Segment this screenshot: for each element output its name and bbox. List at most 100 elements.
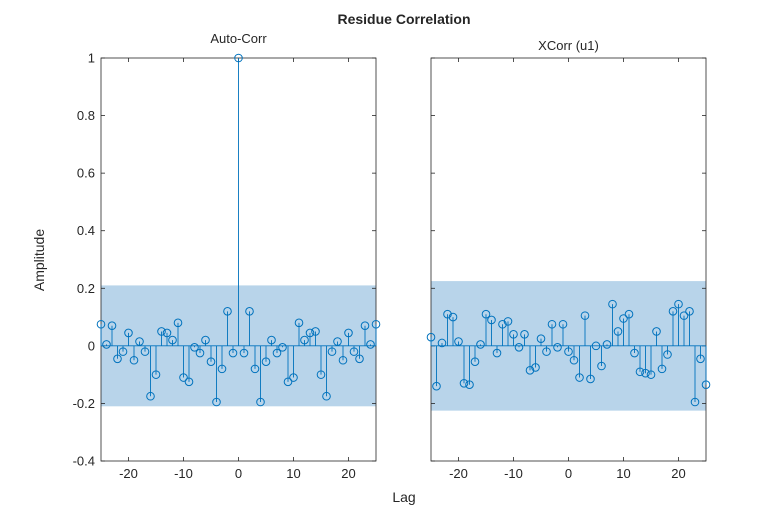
stem-marker	[437, 338, 447, 348]
x-tick-label: -20	[119, 466, 138, 481]
stem-marker	[223, 307, 232, 316]
stem-marker	[289, 373, 298, 382]
y-tick-label: -0.2	[73, 396, 95, 411]
stem-marker	[448, 312, 458, 322]
stem-marker	[525, 366, 535, 375]
stem-marker	[184, 377, 194, 387]
stem-marker	[685, 307, 694, 316]
stem-marker	[256, 397, 265, 407]
stem-marker	[536, 334, 546, 343]
stem-marker	[146, 391, 155, 401]
y-axis-label: Amplitude	[31, 229, 47, 291]
stem-marker	[646, 370, 656, 379]
stem-marker	[338, 355, 348, 365]
stem-marker	[157, 327, 166, 336]
stem-marker	[476, 340, 485, 349]
stem-marker	[663, 350, 672, 359]
stem-marker	[151, 370, 161, 379]
stem-marker	[481, 309, 491, 319]
stem-marker	[239, 348, 249, 358]
stem-marker	[641, 368, 650, 378]
x-tick-label: 0	[565, 466, 572, 481]
x-tick-label: 10	[616, 466, 630, 481]
stem-marker	[432, 381, 441, 391]
stem-marker	[305, 328, 315, 338]
stem-marker	[162, 328, 172, 338]
stem-marker	[426, 332, 436, 342]
stem-marker	[498, 319, 507, 329]
stem-marker	[322, 391, 331, 401]
stem-marker	[201, 335, 210, 345]
x-axis-label: Lag	[392, 489, 415, 505]
stem-marker	[657, 364, 667, 374]
stem-marker	[547, 319, 557, 329]
stem-marker	[635, 367, 645, 377]
y-tick-label: 0	[88, 338, 95, 353]
stem-marker	[597, 361, 606, 371]
stem-marker	[195, 348, 205, 358]
stem-marker	[553, 342, 562, 352]
stem-marker	[228, 348, 238, 358]
x-tick-label: -10	[174, 466, 193, 481]
x-tick-label: 0	[235, 466, 242, 481]
stem-marker	[349, 347, 359, 356]
stem-marker	[619, 314, 628, 323]
stem-marker	[487, 315, 496, 325]
stem-marker	[652, 327, 661, 336]
stem-marker	[575, 373, 584, 382]
stem-marker	[327, 347, 337, 356]
stem-marker	[520, 330, 529, 339]
stem-marker	[250, 364, 260, 374]
stem-marker	[580, 311, 590, 320]
stem-marker	[531, 363, 540, 372]
stem-marker	[113, 354, 122, 364]
y-tick-label: 0.4	[77, 223, 95, 238]
stem-marker	[283, 377, 293, 387]
stem-marker	[465, 380, 474, 390]
stem-marker	[212, 397, 221, 407]
stem-marker	[503, 317, 513, 326]
stem-marker	[674, 299, 683, 309]
figure-title: Residue Correlation	[337, 11, 470, 27]
stem-marker	[371, 319, 381, 329]
stem-marker	[564, 347, 573, 356]
stem-marker	[630, 348, 639, 358]
stem-marker	[602, 340, 612, 349]
x-tick-label: 20	[341, 466, 355, 481]
stem-marker	[102, 340, 111, 349]
y-tick-label: 0.6	[77, 166, 95, 181]
stem-marker	[316, 370, 326, 379]
x-tick-label: 20	[671, 466, 685, 481]
x-tick-label: -20	[449, 466, 468, 481]
subplots: Auto-Corr-20 -10 0 10 20-0.4-0.200.20.40.60.…	[73, 31, 711, 481]
stem-marker	[679, 311, 689, 320]
stem-marker	[558, 319, 568, 329]
stem-marker	[668, 307, 678, 316]
stem-marker	[608, 299, 617, 309]
y-tick-label: 0.2	[77, 281, 95, 296]
stem-marker	[690, 397, 700, 407]
subplot-title: XCorr (u1)	[538, 38, 599, 53]
stem-marker	[366, 340, 375, 349]
stem-marker	[333, 337, 342, 346]
stem-marker	[261, 357, 271, 366]
stem-marker	[294, 318, 304, 328]
stem-marker	[624, 309, 634, 319]
stem-marker	[300, 335, 309, 345]
x-tick-label: 10	[286, 466, 300, 481]
stem-marker	[470, 357, 480, 366]
stem-marker	[443, 309, 452, 319]
stem-marker	[591, 341, 601, 351]
x-tick-label: -10	[504, 466, 523, 481]
stem-marker	[696, 354, 705, 364]
stem-marker	[454, 337, 463, 346]
stem-marker	[140, 347, 150, 356]
stem-marker	[613, 327, 623, 336]
stem-marker	[217, 364, 227, 374]
stem-marker	[278, 342, 287, 352]
stem-marker	[124, 328, 133, 338]
subplot-title: Auto-Corr	[210, 31, 267, 46]
stem-marker	[118, 347, 128, 356]
stem-marker	[267, 335, 276, 345]
